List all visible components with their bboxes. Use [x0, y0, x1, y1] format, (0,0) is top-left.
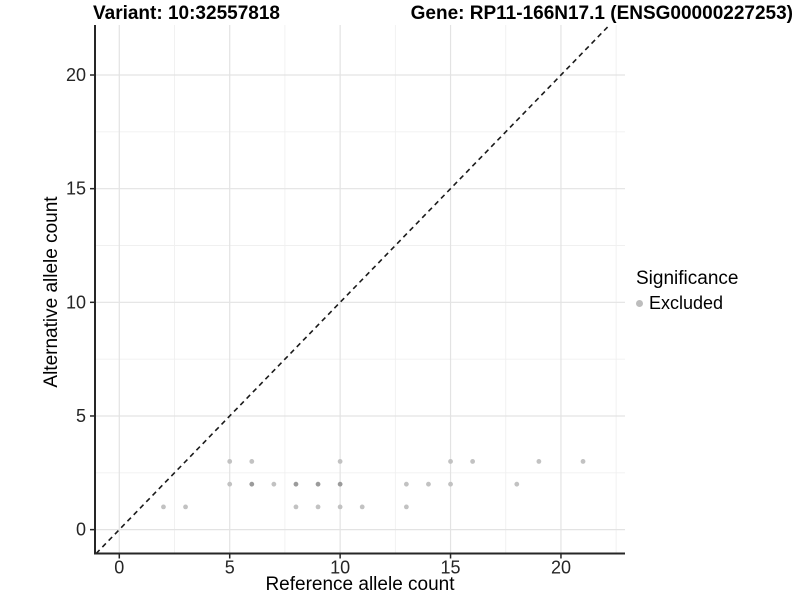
legend-title: Significance	[636, 268, 739, 289]
data-point	[337, 504, 343, 510]
data-point	[359, 504, 365, 510]
legend-entry: Excluded	[636, 293, 738, 314]
y-tick-label: 20	[66, 65, 86, 85]
data-point	[448, 481, 453, 487]
x-tick-label: 10	[330, 558, 350, 578]
x-tick-label: 15	[441, 558, 461, 578]
data-point	[536, 459, 542, 464]
y-tick-label: 0	[76, 520, 86, 540]
data-point	[426, 481, 431, 487]
data-point	[183, 504, 188, 510]
data-point	[403, 504, 409, 510]
legend: Significance Excluded	[636, 268, 738, 314]
data-point	[271, 481, 277, 487]
y-tick-label: 15	[66, 179, 86, 199]
x-axis-title: Reference allele count	[265, 574, 455, 595]
data-point	[514, 481, 520, 487]
data-point	[227, 481, 233, 487]
data-point	[161, 504, 166, 510]
legend-point-icon	[636, 300, 643, 307]
data-point	[580, 459, 586, 464]
data-point	[337, 459, 343, 464]
data-point	[249, 459, 255, 464]
data-point	[227, 459, 233, 464]
y-tick-label: 5	[76, 406, 86, 426]
y-tick-label: 10	[66, 292, 86, 312]
x-tick-label: 20	[551, 558, 571, 578]
identity-line	[95, 24, 611, 555]
x-tick-label: 0	[114, 558, 124, 578]
data-point	[315, 504, 321, 510]
data-point	[249, 481, 255, 487]
gene-title: Gene: RP11-166N17.1 (ENSG00000227253)	[410, 3, 793, 24]
data-point	[403, 481, 409, 487]
data-point	[470, 459, 476, 464]
legend-entry-label: Excluded	[649, 293, 724, 313]
data-point	[448, 459, 453, 464]
data-point	[293, 504, 299, 510]
variant-title: Variant: 10:32557818	[93, 3, 280, 24]
data-point	[293, 481, 299, 487]
x-tick-label: 5	[225, 558, 235, 578]
data-point	[315, 481, 321, 487]
y-axis-title: Alternative allele count	[41, 196, 62, 388]
data-point	[337, 481, 343, 487]
